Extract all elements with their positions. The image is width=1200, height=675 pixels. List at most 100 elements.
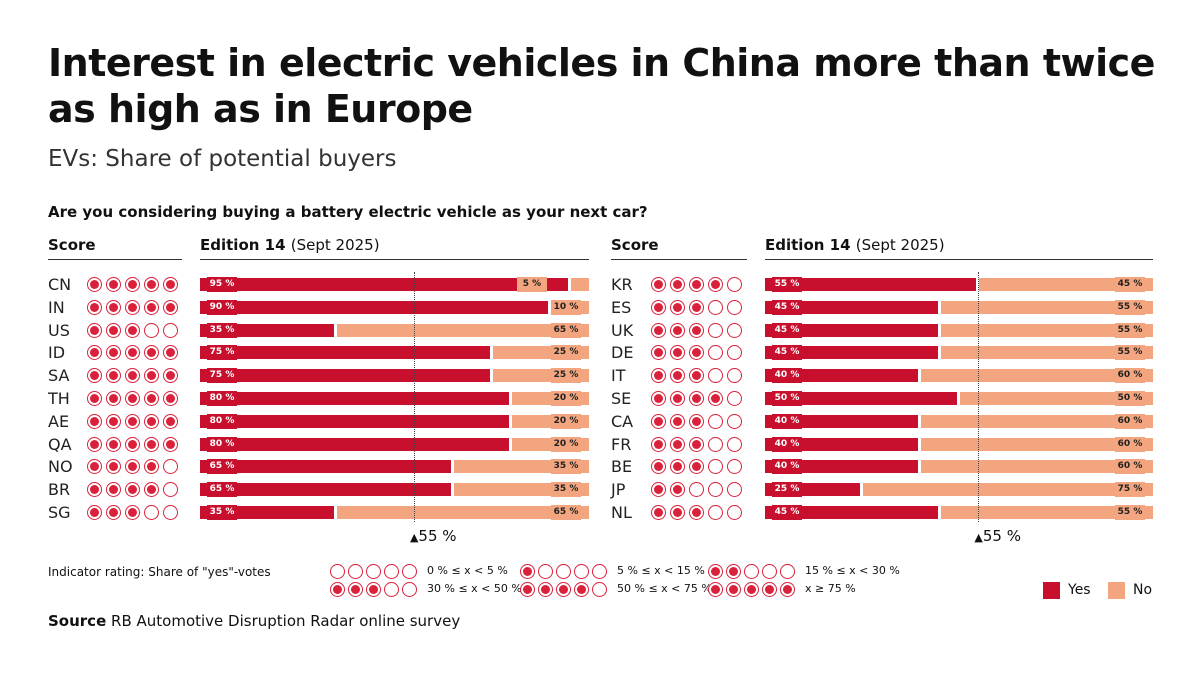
country-label: BE xyxy=(611,457,633,477)
chart-title: Interest in electric vehicles in China m… xyxy=(48,41,1155,131)
label-no: 25 % xyxy=(551,368,581,384)
score-dot xyxy=(106,322,121,338)
edition-header: Edition 14 (Sept 2025) xyxy=(765,236,945,254)
rating-label: 0 % ≤ x < 5 % xyxy=(427,564,508,577)
reference-label: ▲55 % xyxy=(410,527,457,545)
score-dot xyxy=(670,413,685,429)
label-yes: 45 % xyxy=(772,345,802,361)
score-dot xyxy=(670,368,685,384)
score-dot xyxy=(651,368,666,384)
country-label: KR xyxy=(611,275,633,294)
score-dot xyxy=(87,299,102,315)
label-yes: 35 % xyxy=(207,322,237,338)
score-dot xyxy=(727,345,742,361)
rating-dot xyxy=(780,564,795,579)
score-dot xyxy=(87,482,102,498)
score-dot xyxy=(727,391,742,406)
rating-dot xyxy=(556,582,571,597)
score-dot xyxy=(125,345,140,361)
score-dot xyxy=(727,505,742,520)
score-dot xyxy=(106,459,121,475)
label-no: 60 % xyxy=(1115,459,1145,475)
score-dot xyxy=(708,299,723,315)
rating-label: 15 % ≤ x < 30 % xyxy=(805,564,900,577)
country-label: ES xyxy=(611,297,632,317)
bar-no xyxy=(960,392,1153,405)
chart-subtitle: EVs: Share of potential buyers xyxy=(48,146,397,172)
country-label: SA xyxy=(48,366,70,386)
score-dot xyxy=(727,459,742,475)
score-dot xyxy=(106,299,121,315)
score-dot xyxy=(708,459,723,475)
bar-yes xyxy=(765,323,938,337)
triangle-up-icon: ▲ xyxy=(974,531,983,544)
rating-label: x ≥ 75 % xyxy=(805,582,856,595)
label-no: 60 % xyxy=(1115,436,1145,452)
source-label: Source xyxy=(48,612,107,630)
score-dot xyxy=(163,277,178,292)
score-dot xyxy=(651,482,666,498)
country-label: SG xyxy=(48,503,71,522)
bar-yes xyxy=(765,300,938,314)
label-no: 75 % xyxy=(1115,482,1145,498)
bar-yes xyxy=(765,278,977,291)
score-dot xyxy=(163,391,178,406)
reference-value: 55 % xyxy=(418,527,457,545)
rating-dot xyxy=(366,564,381,579)
score-dot xyxy=(87,505,102,520)
label-yes: 45 % xyxy=(772,299,802,315)
score-dot xyxy=(708,368,723,384)
score-header: Score xyxy=(48,236,96,254)
score-dot xyxy=(689,482,704,498)
score-dot xyxy=(689,345,704,361)
rating-label: 50 % ≤ x < 75 % xyxy=(617,582,712,595)
label-yes: 75 % xyxy=(207,345,237,361)
score-dot xyxy=(689,277,704,292)
rating-dot xyxy=(556,564,571,579)
country-label: UK xyxy=(611,320,634,340)
score-dot xyxy=(144,413,159,429)
label-yes: 65 % xyxy=(207,459,237,475)
score-dot xyxy=(727,482,742,498)
country-label: TH xyxy=(48,389,70,408)
score-dot xyxy=(106,505,121,520)
country-label: SE xyxy=(611,389,632,408)
label-no: 60 % xyxy=(1115,413,1145,429)
score-dot xyxy=(106,368,121,384)
bar-yes xyxy=(765,369,919,383)
reference-line xyxy=(413,272,415,522)
rating-dot xyxy=(402,564,417,579)
bar-yes xyxy=(200,300,549,314)
bar-yes xyxy=(765,346,938,360)
rating-dot xyxy=(402,582,417,597)
bar-yes xyxy=(200,460,451,474)
source-text: RB Automotive Disruption Radar online su… xyxy=(111,612,461,630)
score-dot xyxy=(106,391,121,406)
score-dot xyxy=(144,368,159,384)
score-dot xyxy=(689,299,704,315)
score-dot xyxy=(651,322,666,338)
source-note: Source RB Automotive Disruption Radar on… xyxy=(48,612,460,630)
label-no: 50 % xyxy=(1115,391,1145,406)
bar-yes xyxy=(765,392,957,405)
rating-dot xyxy=(708,564,723,579)
score-dot xyxy=(163,322,178,338)
score-dot xyxy=(689,322,704,338)
score-dot xyxy=(651,277,666,292)
score-dot xyxy=(708,345,723,361)
score-dot xyxy=(125,299,140,315)
score-dot xyxy=(163,459,178,475)
score-dot xyxy=(708,436,723,452)
bar-yes xyxy=(200,437,510,451)
label-yes: 40 % xyxy=(772,413,802,429)
rating-dot xyxy=(520,564,535,579)
rating-dot xyxy=(574,564,589,579)
label-no: 55 % xyxy=(1115,299,1145,315)
score-dot xyxy=(125,482,140,498)
rating-dot xyxy=(744,564,759,579)
score-dot xyxy=(125,413,140,429)
country-label: IN xyxy=(48,297,65,317)
label-no: 65 % xyxy=(551,322,581,338)
score-dot xyxy=(708,322,723,338)
score-dot xyxy=(670,277,685,292)
